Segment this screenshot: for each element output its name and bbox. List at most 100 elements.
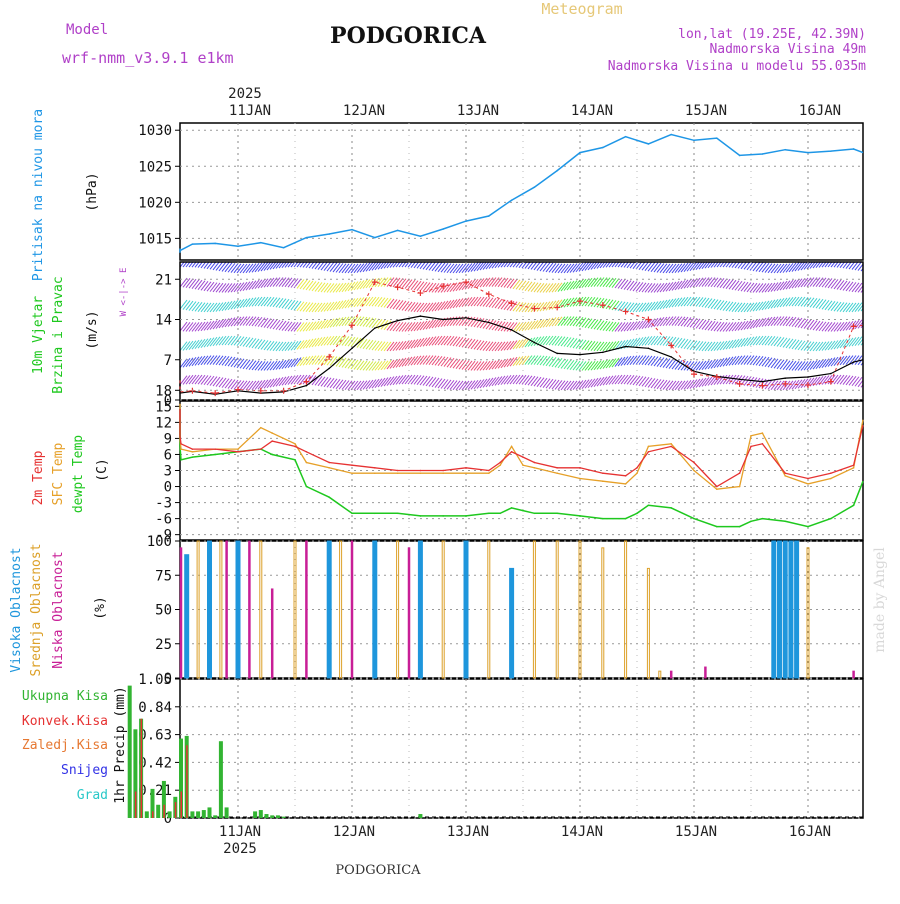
cloud-mid-bar (646, 567, 650, 679)
sfc-temp-line-point (670, 442, 672, 445)
cloud-low-bar (852, 670, 855, 679)
pressure-line-point (374, 236, 376, 239)
top-day-label: 13JAN (457, 103, 499, 119)
temp2m-line-point (784, 472, 786, 474)
pressure-ylabel: Pritisak na nivou mora (31, 109, 46, 281)
sfc-temp-line-point (693, 469, 695, 472)
legend-snow: Snijeg (61, 763, 108, 778)
dewpt-line-point (510, 507, 513, 509)
precip-total-bar (218, 741, 223, 818)
pressure-line-point (579, 151, 581, 154)
cloud-high-bar (777, 540, 782, 679)
dewpt-line-point (419, 515, 422, 517)
pressure-line-point (488, 215, 490, 217)
wind-gust-marker (235, 386, 241, 393)
precip-total-bar (213, 815, 218, 818)
top-year-label: 2025 (228, 86, 262, 102)
wind-speed-line-point (647, 347, 650, 350)
panels: 1015102010251030071421-9-6-3036912151802… (127, 122, 864, 827)
precip-conv-bar (180, 791, 182, 818)
legend-frz: Zaledj.Kisa (22, 738, 108, 753)
cloud-low-bar (305, 540, 308, 679)
sfc-temp-line-point (328, 467, 331, 469)
sfc-temp-line-point (294, 442, 296, 445)
top-day-label: 11JAN (229, 103, 271, 119)
dewpt-line-point (716, 525, 718, 528)
wind-gust-marker (736, 380, 743, 387)
lonlat-label: lon,lat (19.25E, 42.39N) (678, 27, 866, 42)
temp2m-line-point (533, 461, 536, 464)
wind-speed-line-point (442, 318, 445, 321)
precip-total-bar (150, 788, 155, 818)
dewpt-line-point (294, 459, 296, 461)
precip-conv-bar (134, 791, 137, 818)
cloud-high-bar (794, 540, 800, 679)
precip-total-bar (179, 738, 183, 818)
cloud-mid-bar (555, 540, 559, 679)
dewpt-line-point (533, 512, 536, 515)
sfc-temp-line-point (396, 472, 399, 474)
pressure-line-point (761, 153, 764, 155)
dewpt-line-point (328, 496, 331, 499)
bottom-day-label: 12JAN (333, 824, 375, 840)
sfc-temp-line-point (442, 472, 445, 474)
precip-total-bar (133, 729, 138, 818)
cloud-mid-bar (578, 540, 582, 679)
temp2m-line-point (499, 461, 502, 464)
page-title: PODGORICA (330, 23, 487, 49)
pressure-line-point (830, 150, 832, 152)
cloud-low-bar (669, 670, 673, 679)
dewpt-line-point (852, 504, 855, 507)
wind-speed-line-point (670, 356, 672, 358)
wind-speed-line-point (305, 384, 308, 387)
sfc-temp-line (179, 403, 864, 490)
dewpt-line-point (271, 453, 274, 456)
temp2m-line-point (750, 445, 752, 448)
wind-tick-label: 7 (164, 353, 172, 369)
pressure-line-point (191, 243, 194, 245)
pressure-line-point (602, 146, 604, 149)
precip-tick-label: 1.05 (138, 672, 172, 688)
pressure-line-point (738, 154, 741, 157)
precip-total-bar (127, 685, 132, 818)
dewpt-line-point (624, 517, 627, 520)
temp-tick-label: 18 (155, 383, 172, 399)
sfc-temp-line-point (716, 488, 718, 491)
wind-speed-line-point (351, 347, 353, 350)
cloud-high-bar (235, 540, 241, 679)
dewpt-line-point (738, 525, 741, 528)
dewpt-line-point (670, 507, 672, 509)
wind-speed-line-point (533, 341, 536, 344)
sfc-temp-line-point (636, 472, 638, 474)
wind-speed-line (179, 315, 864, 395)
wind-gust-marker (326, 353, 333, 360)
sfc-temp-line-point (465, 472, 467, 474)
cloud-high-bar (788, 540, 794, 679)
temp2m-line-point (636, 467, 638, 469)
temp2m-line-point (328, 461, 331, 464)
wind-speed-line-point (465, 316, 467, 319)
top-day-label: 15JAN (685, 103, 727, 119)
precip-axis-labels: 1hr Precip (mm) Ukupna Kisa Konvek.Kisa … (22, 686, 128, 803)
precip-total-bar (156, 804, 161, 818)
wind-gust-marker (759, 382, 766, 389)
meteogram-label: Meteogram (541, 0, 622, 18)
wind-barb-field (180, 262, 863, 391)
pressure-line-point (282, 246, 285, 249)
pressure-line-point (784, 148, 786, 151)
precip-tick-label: 0.21 (138, 783, 172, 799)
temp2m-line-point (374, 467, 376, 469)
pressure-line-point (852, 148, 855, 150)
wind-unit: (m/s) (85, 310, 100, 349)
pressure-line-point (442, 228, 445, 230)
model-label: Model (66, 22, 108, 38)
wind-gust-marker (485, 291, 492, 298)
sfc-temp-line-point (260, 426, 262, 429)
temp2m-line-point (761, 442, 764, 445)
dewpt-line-point (522, 509, 524, 512)
temp2m-line-point (807, 477, 809, 480)
temp2m-line-point (716, 485, 718, 488)
temp-tick-label: -9 (155, 528, 172, 544)
sfc-temp-line-point (351, 472, 353, 474)
temp2m-line-point (830, 472, 832, 474)
